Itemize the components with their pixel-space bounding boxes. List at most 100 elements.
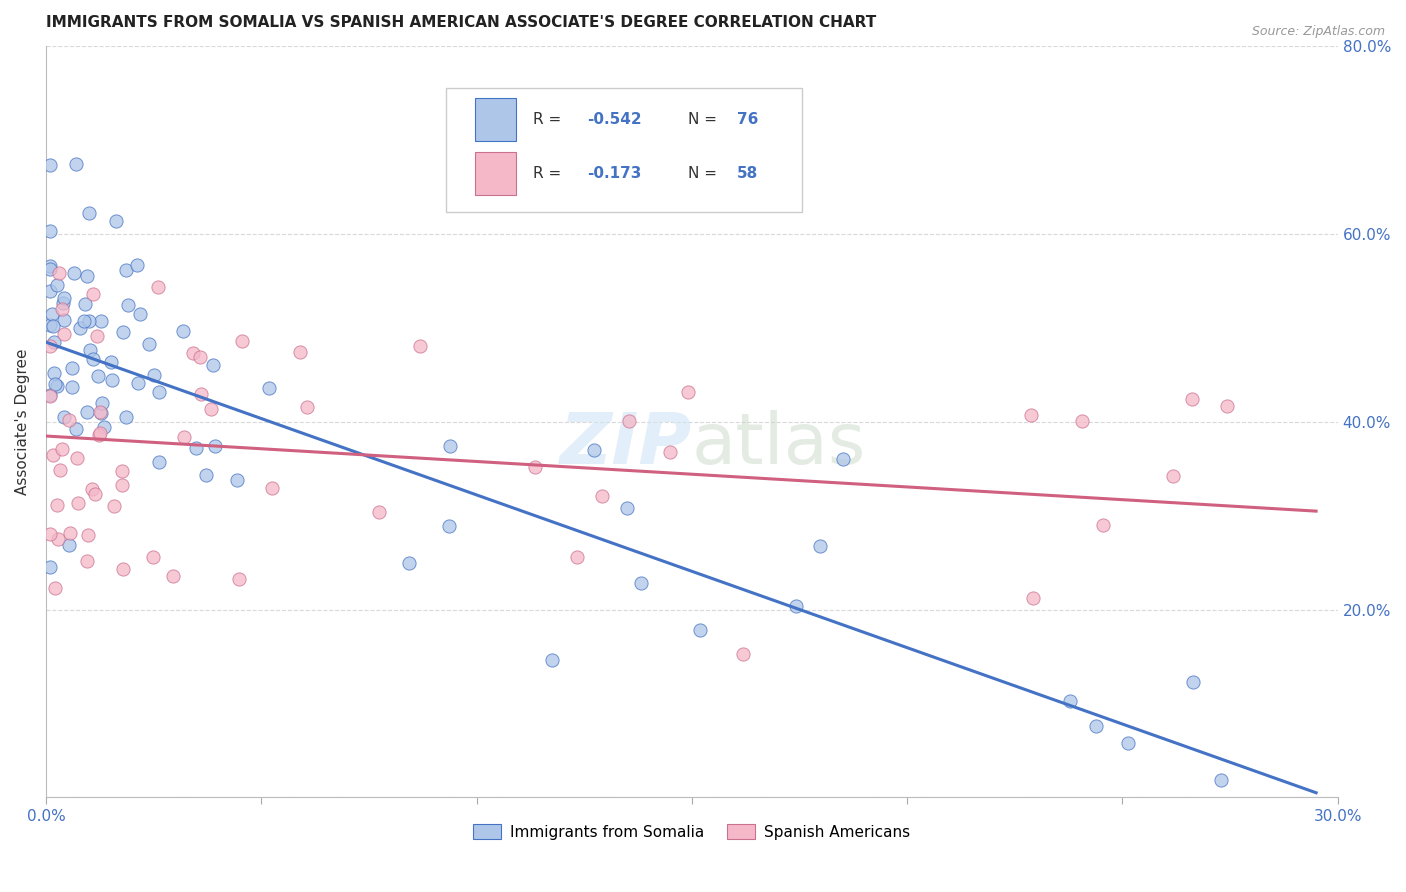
Point <box>51 301 73 316</box>
Point <box>1216 399 1239 413</box>
Point <box>1118 736 1140 750</box>
Point <box>42 318 65 333</box>
Point <box>87 368 110 383</box>
Point <box>65 157 87 171</box>
Point <box>39 318 62 332</box>
Text: -0.542: -0.542 <box>588 112 641 128</box>
Point <box>195 468 218 483</box>
Point <box>49 462 72 476</box>
Point <box>42 448 65 462</box>
Point <box>162 569 184 583</box>
Point <box>1084 719 1107 733</box>
Point <box>52 296 75 310</box>
Point <box>200 401 222 416</box>
Point <box>39 339 62 353</box>
Point <box>73 313 96 327</box>
Point <box>76 405 98 419</box>
Point <box>1209 772 1232 787</box>
Point <box>523 460 546 475</box>
Point <box>183 346 205 360</box>
Point <box>398 557 420 571</box>
Point <box>1092 517 1115 532</box>
Point <box>39 388 62 402</box>
Point <box>567 550 589 565</box>
Point <box>1021 591 1043 605</box>
Point <box>105 214 128 228</box>
Point <box>831 451 853 466</box>
Point <box>79 205 101 219</box>
Legend: Immigrants from Somalia, Spanish Americans: Immigrants from Somalia, Spanish America… <box>467 818 917 847</box>
Point <box>111 561 134 575</box>
Point <box>1059 693 1081 707</box>
Point <box>1182 674 1205 689</box>
Point <box>127 258 149 272</box>
Point <box>89 405 111 419</box>
Point <box>676 385 699 400</box>
Point <box>63 266 86 280</box>
Text: R =: R = <box>533 166 567 181</box>
Point <box>172 324 194 338</box>
Point <box>1161 468 1184 483</box>
Point <box>617 414 640 428</box>
Point <box>1071 414 1094 428</box>
Point <box>76 268 98 283</box>
Point <box>53 327 76 342</box>
Point <box>146 279 169 293</box>
Y-axis label: Associate's Degree: Associate's Degree <box>15 349 30 495</box>
Point <box>51 442 73 456</box>
Point <box>117 298 139 312</box>
Point <box>226 473 249 487</box>
Point <box>90 406 112 420</box>
Point <box>46 499 69 513</box>
Point <box>616 500 638 515</box>
Point <box>103 499 125 513</box>
Point <box>58 412 80 426</box>
Point <box>39 284 62 298</box>
Point <box>39 262 62 277</box>
Point <box>60 380 83 394</box>
Point <box>1019 408 1042 422</box>
Point <box>90 395 112 409</box>
Point <box>80 482 103 496</box>
Point <box>84 487 107 501</box>
Point <box>82 286 104 301</box>
Text: -0.173: -0.173 <box>588 166 641 181</box>
Point <box>173 430 195 444</box>
Point <box>77 314 100 328</box>
Point <box>439 438 461 452</box>
Point <box>93 420 115 434</box>
Text: Source: ZipAtlas.com: Source: ZipAtlas.com <box>1251 25 1385 38</box>
Point <box>82 352 104 367</box>
FancyBboxPatch shape <box>475 153 516 195</box>
Point <box>39 527 62 541</box>
Point <box>288 345 311 359</box>
Point <box>231 334 253 348</box>
Point <box>202 358 225 372</box>
Point <box>52 409 75 424</box>
Point <box>48 266 70 280</box>
Text: 58: 58 <box>737 166 758 181</box>
Point <box>295 400 318 414</box>
Point <box>46 379 69 393</box>
Point <box>689 623 711 637</box>
Point <box>138 337 160 351</box>
Point <box>39 224 62 238</box>
Point <box>41 307 63 321</box>
Point <box>591 489 613 503</box>
Point <box>100 373 122 387</box>
Point <box>42 334 65 349</box>
Point <box>142 550 165 565</box>
Point <box>148 385 170 400</box>
Point <box>110 465 132 479</box>
FancyBboxPatch shape <box>446 87 801 211</box>
Point <box>439 519 461 533</box>
FancyBboxPatch shape <box>475 98 516 141</box>
Point <box>77 528 100 542</box>
Text: IMMIGRANTS FROM SOMALIA VS SPANISH AMERICAN ASSOCIATE'S DEGREE CORRELATION CHART: IMMIGRANTS FROM SOMALIA VS SPANISH AMERI… <box>46 15 876 30</box>
Point <box>115 263 138 277</box>
Point <box>79 343 101 357</box>
Point <box>262 481 284 495</box>
Point <box>53 291 76 305</box>
Point <box>127 376 149 390</box>
Point <box>129 307 152 321</box>
